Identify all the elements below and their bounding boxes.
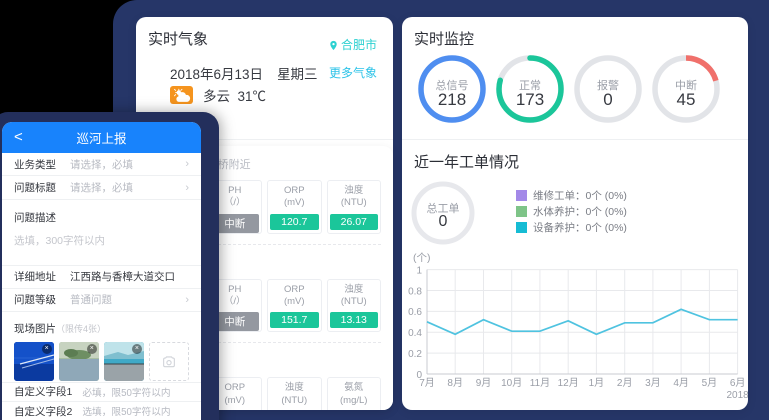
svg-text:11月: 11月	[530, 377, 550, 389]
svg-text:12月: 12月	[558, 377, 579, 389]
svg-text:0.6: 0.6	[408, 307, 422, 318]
svg-text:2月: 2月	[617, 377, 633, 389]
svg-text:10月: 10月	[501, 377, 522, 389]
svg-text:0.8: 0.8	[408, 286, 422, 297]
svg-text:4月: 4月	[673, 377, 689, 389]
svg-text:5月: 5月	[702, 377, 718, 389]
svg-text:0.2: 0.2	[408, 349, 422, 360]
svg-text:8月: 8月	[447, 377, 463, 389]
svg-text:6月: 6月	[730, 377, 746, 389]
svg-text:7月: 7月	[419, 377, 435, 389]
svg-text:3月: 3月	[645, 377, 661, 389]
svg-text:2018: 2018	[726, 390, 748, 401]
svg-text:0.4: 0.4	[408, 328, 422, 339]
svg-text:1: 1	[416, 266, 422, 277]
svg-text:1月: 1月	[589, 377, 605, 389]
svg-text:9月: 9月	[476, 377, 492, 389]
